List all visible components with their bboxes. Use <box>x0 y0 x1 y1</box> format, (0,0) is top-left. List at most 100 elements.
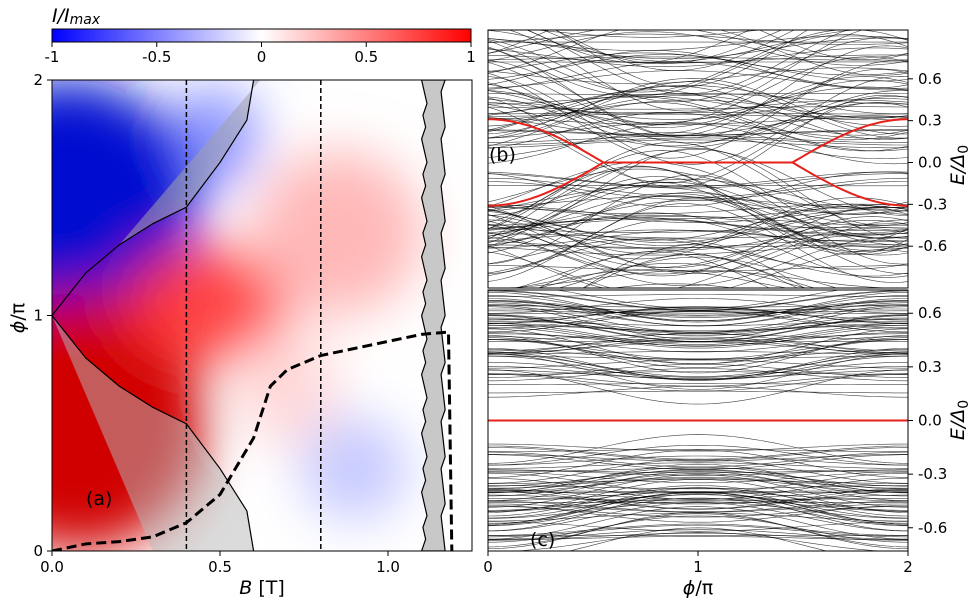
spectrum-line <box>488 473 908 497</box>
panel-a-label: (a) <box>86 488 112 510</box>
spectrum-line <box>488 50 908 89</box>
panel-c-ylabel: E/Δ0 <box>947 400 972 440</box>
y-tick-label: 0 <box>33 542 43 560</box>
y-tick-label: -0.3 <box>918 195 947 213</box>
spectrum-line <box>488 300 908 322</box>
y-tick-label: 0.6 <box>918 70 942 88</box>
spectrum-line <box>488 54 908 82</box>
spectrum-line <box>488 364 908 378</box>
heatmap-blob <box>253 150 422 316</box>
spectrum-line <box>488 168 908 210</box>
spectrum-line <box>488 93 908 95</box>
spectrum-line <box>488 249 908 288</box>
spectrum-line <box>488 332 908 354</box>
spectrum-line <box>488 203 908 215</box>
panel-b-ylabel: E/Δ0 <box>947 145 972 185</box>
spectrum-line <box>488 123 908 165</box>
spectrum-line <box>514 269 788 288</box>
x-tick-label: 1.0 <box>376 558 400 576</box>
spectrum-line <box>488 485 908 490</box>
colorbar-tick-label: 0.5 <box>354 48 378 66</box>
spectrum-line <box>537 263 808 288</box>
spectrum-line <box>488 323 908 333</box>
spectrum-line <box>488 524 908 538</box>
spectrum-line <box>488 318 908 334</box>
spectrum-line <box>488 112 908 115</box>
spectrum-line <box>488 487 908 525</box>
spectrum-line <box>488 178 908 212</box>
boundary-top <box>52 80 255 316</box>
spectrum-line <box>488 204 908 219</box>
spectrum-line <box>488 102 908 152</box>
panel-b-spectrum <box>488 30 908 288</box>
spectrum-line <box>488 503 908 513</box>
spectrum-line <box>557 256 838 288</box>
panel-c-yticks: 0.6 0.3 0.0 -0.3 -0.6 <box>908 304 947 537</box>
spectrum-line <box>514 250 816 288</box>
heatmap-blob <box>119 244 288 363</box>
spectrum-line <box>488 197 908 274</box>
spectrum-line <box>488 369 908 379</box>
colorbar-tick-label: -1 <box>45 48 60 66</box>
spectrum-line <box>488 81 908 139</box>
spectrum-line <box>542 30 783 65</box>
spectrum-line <box>488 30 908 61</box>
spectrum-line <box>488 506 908 540</box>
spectrum-line <box>488 512 908 522</box>
spectrum-line <box>488 186 908 215</box>
spectrum-line <box>488 173 908 189</box>
spectrum-line <box>488 298 908 314</box>
spectrum-line <box>488 494 908 511</box>
spectrum-line <box>488 488 908 510</box>
spectrum-line <box>488 130 908 136</box>
x-tick-label: 0.0 <box>40 558 64 576</box>
spectrum-line <box>488 448 908 452</box>
spectrum-line <box>488 37 908 103</box>
x-tick-label: 1 <box>693 558 703 576</box>
spectrum-line <box>488 348 908 381</box>
spectrum-line <box>537 251 771 288</box>
spectrum-line <box>488 233 908 239</box>
spectrum-line <box>488 70 908 89</box>
dashed-field-markers <box>185 80 322 551</box>
spectrum-line <box>488 137 908 146</box>
spectrum-line <box>555 30 809 88</box>
heatmap-blob <box>300 416 409 521</box>
panel-a-ylabel: ϕ/π <box>7 303 29 333</box>
spectrum-line <box>488 237 908 277</box>
panel-a-xlabel: B [T] <box>239 577 285 599</box>
spectrum-line <box>488 205 908 241</box>
spectrum-line <box>488 185 908 187</box>
spectrum-line <box>488 203 908 283</box>
spectrum-line <box>488 220 908 268</box>
gap-closing-curve <box>52 330 454 551</box>
spectrum-line <box>488 181 908 255</box>
panel-b-label: (b) <box>489 144 516 166</box>
spectrum-line <box>488 476 908 489</box>
spectrum-line <box>488 34 908 97</box>
spectrum-line <box>488 477 908 493</box>
spectrum-line <box>488 113 908 118</box>
x-tick-label: 2 <box>903 558 913 576</box>
spectrum-line <box>488 292 908 323</box>
colorbar-tick-label: 0 <box>257 48 267 66</box>
spectrum-line <box>488 368 908 382</box>
y-tick-label: 2 <box>33 71 43 89</box>
spectrum-line <box>488 487 908 512</box>
spectrum-line <box>488 490 908 492</box>
spectrum-line <box>488 308 908 321</box>
spectrum-line <box>526 30 751 64</box>
panel-b: 0.6 0.3 0.0 -0.3 -0.6 E/Δ0 (b) <box>487 29 972 289</box>
spectrum-line <box>488 290 908 311</box>
spectrum-line <box>488 445 908 466</box>
spectrum-line <box>488 466 908 490</box>
spectrum-line <box>488 176 908 251</box>
spectrum-line <box>488 454 908 470</box>
spectrum-line <box>488 96 908 148</box>
spectrum-line <box>488 333 908 340</box>
spectrum-line <box>488 245 908 256</box>
spectrum-line <box>488 171 908 188</box>
spectrum-line <box>488 56 908 61</box>
spectrum-line <box>488 386 908 398</box>
